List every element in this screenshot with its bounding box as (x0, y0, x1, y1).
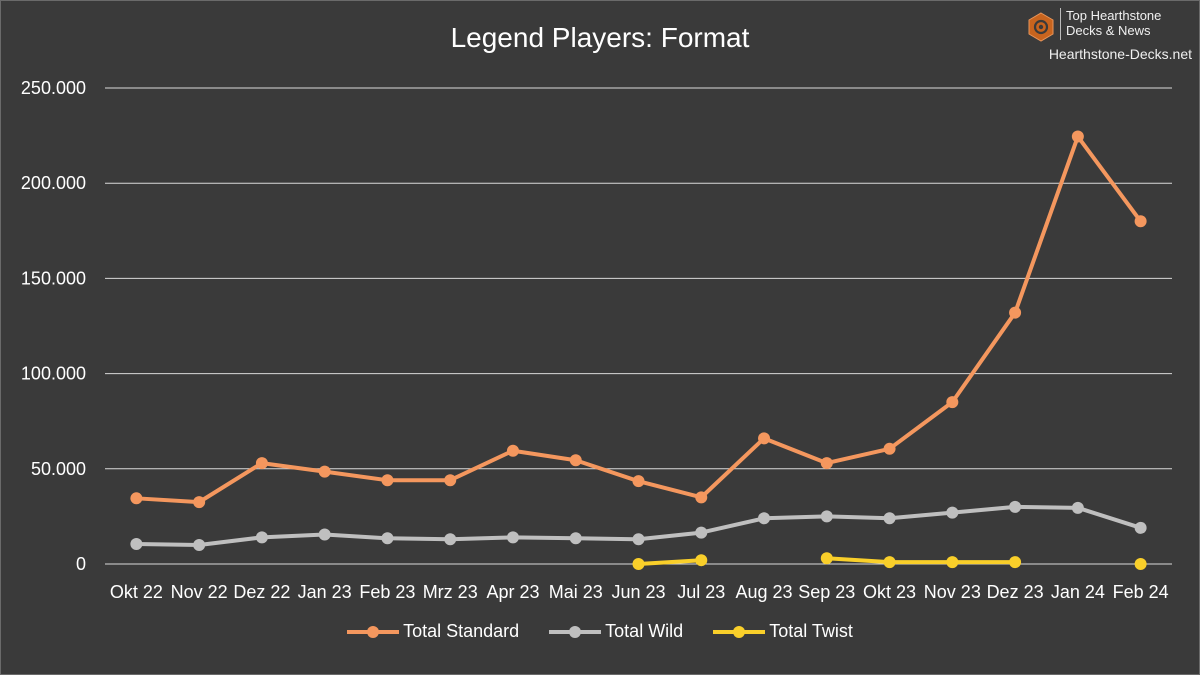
data-point (318, 528, 331, 541)
legend-swatch (713, 625, 766, 639)
y-tick-label: 200.000 (21, 173, 86, 193)
data-point (130, 538, 143, 551)
x-tick-label: Jan 24 (1051, 582, 1105, 602)
legend-item: Total Twist (713, 621, 853, 642)
data-point (632, 558, 645, 570)
x-tick-label: Sep 23 (798, 582, 855, 602)
data-point (946, 396, 959, 409)
series-line (136, 134, 1143, 505)
x-tick-label: Nov 22 (171, 582, 228, 602)
brand-separator (1060, 8, 1061, 40)
data-point (1134, 215, 1147, 228)
y-tick-label: 0 (76, 554, 86, 574)
x-tick-label: Feb 24 (1113, 582, 1169, 602)
legend-swatch (347, 625, 400, 639)
x-tick-label: Apr 23 (486, 582, 539, 602)
data-point (569, 532, 582, 545)
data-point (820, 552, 833, 565)
legend-swatch (549, 625, 602, 639)
brand-watermark: Top Hearthstone Decks & News Hearthstone… (1022, 6, 1192, 68)
legend-label: Total Standard (403, 621, 520, 641)
y-axis-ticks: 0 50.000 100.000 150.000 200.000 250.000 (21, 78, 86, 574)
data-point (820, 457, 833, 470)
x-tick-label: Mai 23 (549, 582, 603, 602)
data-point (444, 474, 457, 487)
data-point (255, 531, 268, 544)
data-point (1134, 558, 1147, 570)
data-point (758, 512, 771, 525)
y-tick-label: 150.000 (21, 268, 86, 288)
data-point (506, 531, 519, 544)
x-tick-label: Okt 23 (863, 582, 916, 602)
data-point (946, 556, 959, 569)
data-point (444, 533, 457, 546)
series-group (130, 130, 1147, 570)
x-tick-label: Nov 23 (924, 582, 981, 602)
data-point (820, 510, 833, 523)
legend-label: Total Twist (769, 621, 853, 641)
legend-item: Total Standard (347, 621, 519, 642)
data-point (695, 491, 708, 504)
x-tick-label: Dez 23 (987, 582, 1044, 602)
data-point (883, 512, 896, 525)
data-point (255, 457, 268, 470)
data-point (883, 556, 896, 569)
brand-site-url: Hearthstone-Decks.net (1048, 46, 1192, 62)
data-point (381, 474, 394, 487)
data-point (632, 475, 645, 488)
data-point (569, 454, 582, 467)
data-point (506, 444, 519, 457)
x-tick-label: Okt 22 (110, 582, 163, 602)
data-point (1009, 306, 1022, 319)
x-tick-label: Aug 23 (735, 582, 792, 602)
legend: Total Standard Total Wild Total Twist (0, 621, 1200, 642)
data-point (318, 465, 331, 478)
data-point (1134, 521, 1147, 534)
y-tick-label: 100.000 (21, 364, 86, 384)
x-tick-label: Jul 23 (677, 582, 725, 602)
data-point (193, 538, 206, 551)
x-tick-label: Jan 23 (298, 582, 352, 602)
series-total-twist (632, 552, 1147, 570)
series-line (638, 558, 702, 566)
chart-title: Legend Players: Format (450, 22, 750, 53)
brand-tagline-2: Decks & News (1066, 23, 1151, 38)
hexagon-swirl-icon (1028, 12, 1054, 42)
y-tick-label: 50.000 (31, 459, 86, 479)
data-point (946, 506, 959, 519)
data-point (1009, 556, 1022, 569)
data-point (193, 496, 206, 509)
data-point (381, 532, 394, 545)
data-point (695, 526, 708, 539)
series-total-wild (130, 500, 1147, 551)
x-tick-label: Mrz 23 (423, 582, 478, 602)
brand-tagline-1: Top Hearthstone (1066, 8, 1162, 23)
grid-lines (105, 87, 1172, 565)
data-point (130, 492, 143, 505)
x-tick-label: Feb 23 (359, 582, 415, 602)
x-tick-label: Jun 23 (611, 582, 665, 602)
data-point (632, 533, 645, 546)
series-total-standard (130, 130, 1147, 509)
data-point (1071, 130, 1084, 143)
data-point (695, 554, 708, 567)
x-tick-label: Dez 22 (233, 582, 290, 602)
data-point (758, 432, 771, 445)
series-line (826, 556, 1016, 565)
legend-label: Total Wild (605, 621, 684, 641)
legend-item: Total Wild (549, 621, 683, 642)
data-point (1071, 501, 1084, 514)
data-point (883, 442, 896, 455)
data-point (1009, 500, 1022, 513)
x-axis-ticks: Okt 22 Nov 22 Dez 22 Jan 23 Feb 23 Mrz 23 Apr … (110, 582, 1169, 602)
y-tick-label: 250.000 (21, 78, 86, 98)
